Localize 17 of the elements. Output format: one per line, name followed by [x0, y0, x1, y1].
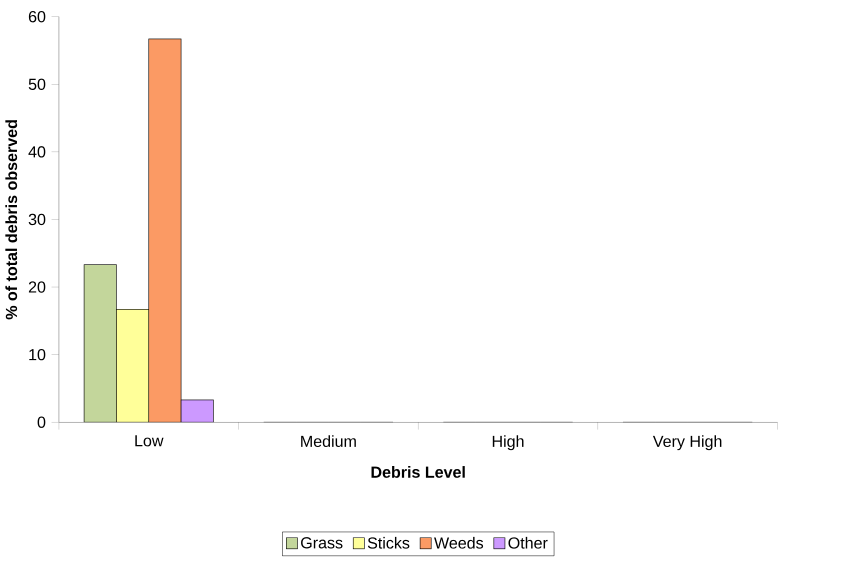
- x-axis-title: Debris Level: [372, 466, 465, 478]
- y-tick-label: 10: [29, 348, 46, 360]
- y-axis-title: % of total debris observed: [5, 120, 18, 320]
- y-tick-label: 60: [28, 10, 46, 22]
- y-tick-label: 20: [28, 281, 46, 292]
- x-tick-label: High: [492, 434, 524, 450]
- y-tick-label: 40: [28, 146, 46, 158]
- x-tick-label: Medium: [301, 434, 356, 447]
- legend-label: Weeds: [434, 536, 484, 548]
- legend-label: Sticks: [368, 536, 410, 548]
- y-tick-label: 50: [28, 78, 46, 90]
- legend-label: Other: [508, 536, 548, 548]
- y-tick-label: 0: [38, 416, 46, 428]
- x-tick-label: Low: [135, 435, 164, 446]
- legend-label: Grass: [301, 536, 342, 548]
- x-tick-label: Very High: [652, 434, 722, 450]
- y-tick-label: 30: [28, 214, 46, 225]
